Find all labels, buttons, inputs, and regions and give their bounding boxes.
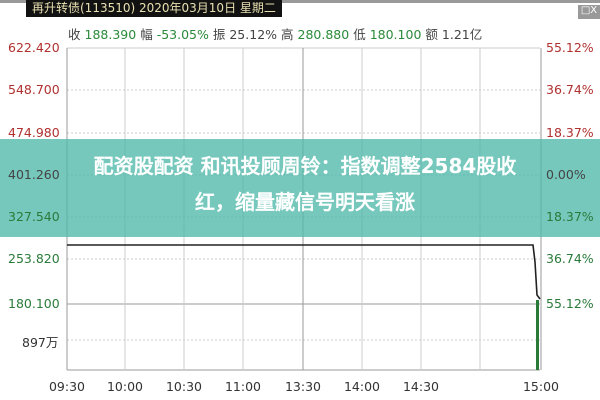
quote-stats: 收 188.390 幅 -53.05% 振 25.12% 高 280.880 低…: [68, 27, 483, 42]
y-left-label: 474.980: [8, 125, 60, 140]
y-right-label: 18.37%: [546, 125, 594, 140]
x-label: 09:30: [48, 379, 86, 394]
y-left-label: 253.820: [8, 251, 60, 266]
x-label: 11:00: [224, 379, 262, 394]
y-right-label: 36.74%: [546, 251, 594, 266]
x-label: 10:30: [165, 379, 203, 394]
close-value: 188.390: [84, 27, 137, 42]
y-left-label: 180.100: [8, 296, 60, 311]
high-value: 280.880: [297, 27, 350, 42]
y-right-label: 18.37%: [546, 209, 594, 224]
volume-label: 897万: [22, 335, 59, 350]
y-left-label: 401.260: [8, 167, 60, 182]
x-label: 14:00: [343, 379, 381, 394]
y-right-label: 55.12%: [546, 40, 594, 55]
y-left-label: 622.420: [8, 40, 60, 55]
x-label: 14:30: [402, 379, 440, 394]
window-top-border: [0, 0, 600, 3]
volume-bar: [536, 300, 539, 370]
change-value: -53.05%: [156, 27, 209, 42]
y-left-label: 548.700: [8, 82, 60, 97]
headline-text[interactable]: 配资股配资 和讯投顾周铃：指数调整2584股收 红，缩量藏信号明天看涨: [93, 154, 517, 214]
price-line: [67, 244, 541, 300]
y-right-label: 0.00%: [546, 167, 586, 182]
y-left-label: 327.540: [8, 209, 60, 224]
x-label: 10:00: [106, 379, 144, 394]
amplitude-value: 25.12%: [229, 27, 278, 42]
window-title: 再升转债(113510) 2020年03月10日 星期二: [26, 0, 282, 17]
y-right-label: 55.12%: [546, 296, 594, 311]
window-controls[interactable]: □X: [578, 5, 600, 19]
grid: [66, 47, 542, 371]
x-label: 15:00: [522, 379, 560, 394]
y-right-label: 36.74%: [546, 82, 594, 97]
low-value: 180.100: [369, 27, 422, 42]
amount-value: 1.21亿: [441, 27, 483, 42]
x-label: 13:30: [284, 379, 322, 394]
headline-banner: [0, 139, 600, 237]
